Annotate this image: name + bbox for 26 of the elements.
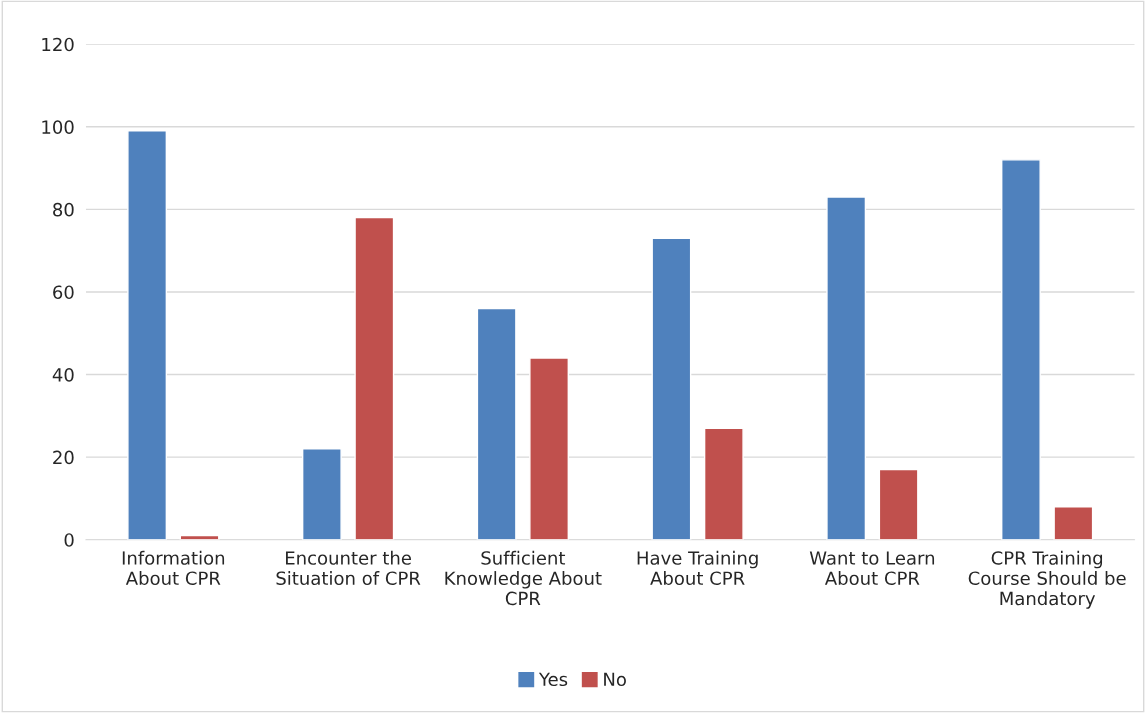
y-tick-label: 40: [52, 368, 74, 382]
x-tick-label: Information About CPR: [122, 550, 225, 586]
y-tick-label: 100: [42, 120, 74, 134]
x-tick-label: Encounter the Situation of CPR: [276, 550, 421, 586]
x-tick-label: Have Training About CPR: [637, 550, 758, 586]
bar: [1001, 159, 1041, 540]
y-tick-label: 0: [64, 533, 74, 547]
legend-label: No: [604, 672, 626, 687]
x-tick-label: Sufficient Knowledge About CPR: [445, 550, 602, 606]
bar: [127, 130, 168, 540]
bar: [529, 357, 569, 540]
bar: [1053, 506, 1094, 540]
y-tick-label: 80: [53, 202, 74, 217]
y-tick-label: 20: [53, 450, 74, 465]
bar: [476, 307, 517, 540]
y-tick-label: 120: [42, 37, 74, 52]
x-tick-label: Want to Learn About CPR: [809, 551, 935, 586]
legend-label: Yes: [538, 672, 568, 687]
x-tick-label: CPR Training Course Should be Mandatory: [968, 550, 1126, 609]
bar: [878, 468, 919, 540]
y-tick-label: 60: [53, 285, 74, 300]
bar: [651, 237, 692, 540]
bar: [826, 196, 867, 540]
bar: [703, 427, 744, 540]
bar: [354, 216, 395, 540]
bar: [301, 448, 342, 540]
